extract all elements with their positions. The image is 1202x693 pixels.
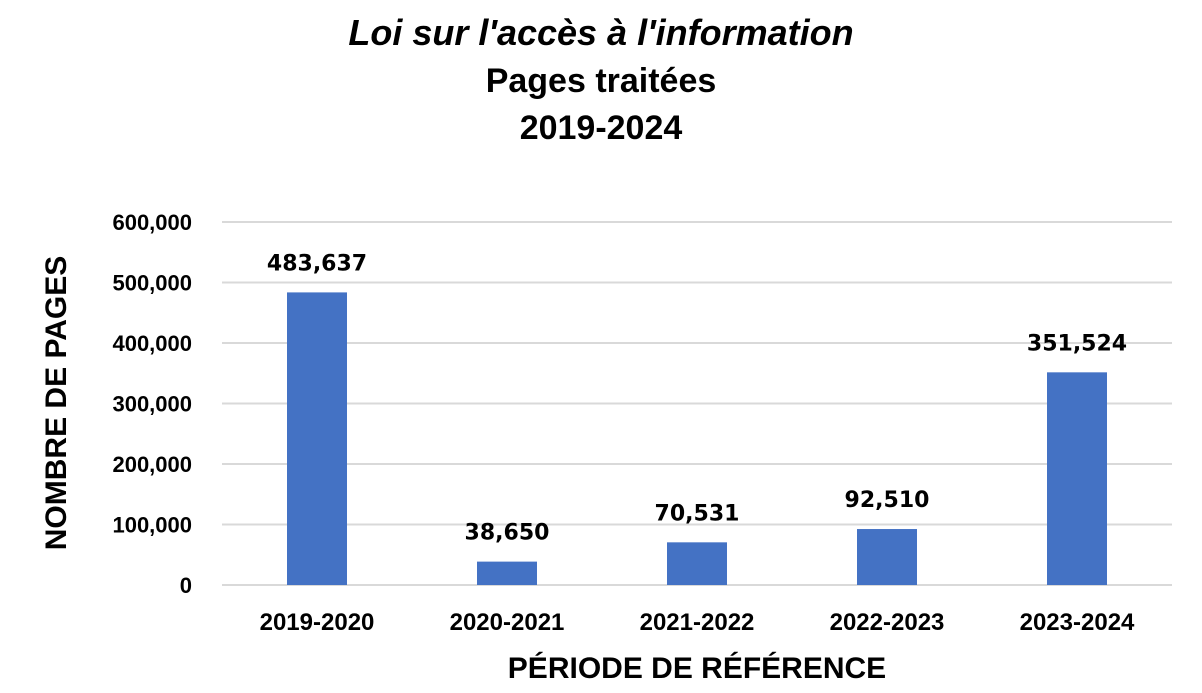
x-tick-label: 2020-2021: [450, 609, 565, 636]
x-tick-label: 2021-2022: [640, 609, 755, 636]
bar-2019-2020: [287, 292, 347, 585]
y-tick-label: 200,000: [112, 452, 192, 477]
bars: [287, 292, 1107, 585]
y-tick-label: 500,000: [112, 271, 192, 296]
chart-title: Loi sur l'accès à l'information: [348, 12, 853, 53]
gridlines: [222, 221, 1172, 586]
y-tick-label: 100,000: [112, 513, 192, 538]
data-label-2021-2022: 70,531: [655, 501, 740, 526]
bar-2020-2021: [477, 561, 537, 585]
bar-2022-2023: [857, 529, 917, 585]
data-label-2020-2021: 38,650: [465, 521, 550, 546]
x-tick-label: 2023-2024: [1020, 609, 1135, 636]
x-tick-label: 2019-2020: [260, 609, 375, 636]
y-axis-ticks: 0 100,000 200,000 300,000 400,000 500,000 600,…: [112, 210, 192, 598]
y-axis-title: NOMBRE DE PAGES: [40, 256, 73, 550]
y-tick-label: 400,000: [112, 331, 192, 356]
x-axis-ticks: 2019-2020 2020-2021 2021-2022 2022-2023 2023…: [260, 609, 1135, 636]
bar-2021-2022: [667, 542, 727, 585]
data-labels: 483,637 38,650 70,531 92,510 351,524: [267, 251, 1127, 545]
chart-subtitle-years: 2019-2024: [520, 109, 683, 147]
y-tick-label: 0: [180, 573, 192, 598]
x-axis-title: PÉRIODE DE RÉFÉRENCE: [508, 651, 886, 685]
chart-subtitle: Pages traitées: [486, 62, 717, 100]
data-label-2019-2020: 483,637: [267, 251, 367, 276]
data-label-2023-2024: 351,524: [1027, 331, 1127, 356]
x-tick-label: 2022-2023: [830, 609, 945, 636]
y-tick-label: 300,000: [112, 392, 192, 417]
bar-2023-2024: [1047, 372, 1107, 585]
y-tick-label: 600,000: [112, 210, 192, 235]
data-label-2022-2023: 92,510: [845, 488, 930, 513]
